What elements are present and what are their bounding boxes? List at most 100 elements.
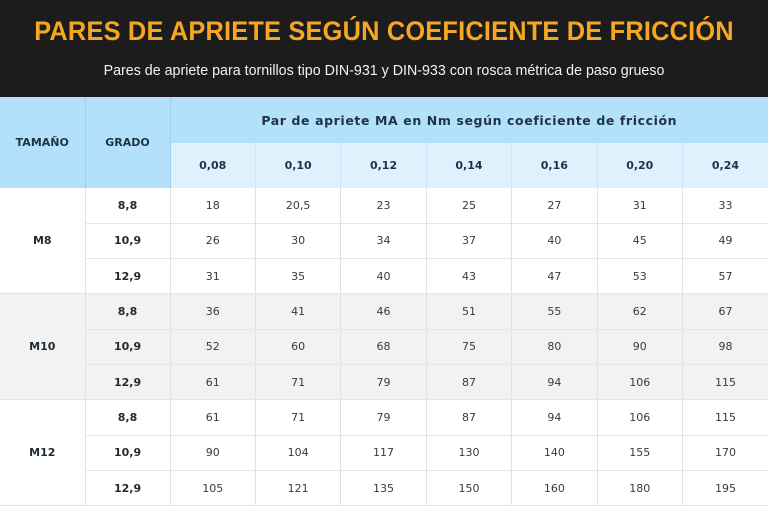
- grade-cell: 10,9: [85, 435, 171, 471]
- torque-value-cell: 34: [340, 223, 427, 260]
- torque-value-cell: 18: [170, 188, 256, 224]
- torque-value-cell: 46: [340, 293, 427, 330]
- header-grade: GRADO: [85, 97, 171, 188]
- torque-value-cell: 135: [340, 470, 427, 506]
- title-banner: PARES DE APRIETE SEGÚN COEFICIENTE DE FR…: [0, 0, 768, 97]
- torque-value-cell: 51: [426, 293, 513, 330]
- torque-value-cell: 87: [426, 364, 513, 401]
- header-coef: 0,20: [597, 143, 683, 188]
- torque-value-cell: 115: [682, 364, 768, 401]
- torque-value-cell: 27: [511, 188, 598, 224]
- torque-value-cell: 67: [682, 293, 768, 330]
- torque-value-cell: 98: [682, 329, 768, 365]
- torque-value-cell: 155: [597, 435, 683, 471]
- grade-cell: 8,8: [85, 399, 171, 436]
- header-coef: 0,12: [340, 143, 427, 188]
- torque-value-cell: 47: [511, 258, 598, 295]
- header-coef: 0,10: [255, 143, 342, 188]
- torque-value-cell: 61: [170, 364, 256, 401]
- page-title: PARES DE APRIETE SEGÚN COEFICIENTE DE FR…: [34, 16, 734, 46]
- grade-cell: 10,9: [85, 329, 171, 365]
- torque-value-cell: 106: [597, 399, 683, 436]
- torque-value-cell: 52: [170, 329, 256, 365]
- torque-value-cell: 62: [597, 293, 683, 330]
- table-row: M12 8,8 61 71 79 87 94 106 115: [0, 399, 768, 506]
- torque-value-cell: 160: [511, 470, 598, 506]
- grade-cell: 10,9: [85, 223, 171, 260]
- header-coef: 0,16: [511, 143, 598, 188]
- torque-value-cell: 106: [597, 364, 683, 401]
- torque-value-cell: 75: [426, 329, 513, 365]
- torque-value-cell: 150: [426, 470, 513, 506]
- torque-value-cell: 23: [340, 188, 427, 224]
- table-row: 12,9 31 35 40 43 47 53 57: [0, 258, 768, 295]
- torque-value-cell: 80: [511, 329, 598, 365]
- torque-value-cell: 94: [511, 364, 598, 401]
- header-coef: 0,24: [682, 143, 768, 188]
- torque-value-cell: 79: [340, 364, 427, 401]
- torque-value-cell: 71: [255, 364, 342, 401]
- size-cell: M10: [0, 293, 86, 401]
- torque-value-cell: 40: [511, 223, 598, 260]
- table-row: 10,9 26 30 34 37 40 45 49: [0, 223, 768, 260]
- torque-value-cell: 31: [170, 258, 256, 295]
- grade-cell: 8,8: [85, 293, 171, 330]
- header-size: TAMAÑO: [0, 97, 86, 188]
- torque-value-cell: 31: [597, 188, 683, 224]
- torque-value-cell: 43: [426, 258, 513, 295]
- table-row: 12,9 61 71 79 87 94 106 115: [0, 364, 768, 401]
- table-body: M8 8,8 18 20,5 23 25 27 31 33 10,9 26 30 34 37 40 45 49 1…: [0, 188, 768, 506]
- torque-value-cell: 195: [682, 470, 768, 506]
- torque-value-cell: 57: [682, 258, 768, 295]
- torque-value-cell: 90: [597, 329, 683, 365]
- torque-value-cell: 37: [426, 223, 513, 260]
- torque-value-cell: 140: [511, 435, 598, 471]
- torque-value-cell: 115: [682, 399, 768, 436]
- header-coef: 0,14: [426, 143, 513, 188]
- torque-value-cell: 68: [340, 329, 427, 365]
- table-row: 12,9 105 121 135 150 160 180 195: [0, 470, 768, 506]
- torque-value-cell: 71: [255, 399, 342, 436]
- coefficient-row: 0,08 0,10 0,12 0,14 0,16 0,20 0,24: [0, 143, 768, 188]
- torque-value-cell: 26: [170, 223, 256, 260]
- torque-value-cell: 170: [682, 435, 768, 471]
- torque-value-cell: 55: [511, 293, 598, 330]
- torque-value-cell: 90: [170, 435, 256, 471]
- page-subtitle: Pares de apriete para tornillos tipo DIN…: [103, 62, 665, 79]
- table-row: 10,9 90 104 117 130 140 155 170: [0, 435, 768, 471]
- torque-value-cell: 25: [426, 188, 513, 224]
- torque-value-cell: 79: [340, 399, 427, 436]
- torque-value-cell: 41: [255, 293, 342, 330]
- torque-value-cell: 105: [170, 470, 256, 506]
- grade-cell: 12,9: [85, 470, 171, 506]
- torque-value-cell: 36: [170, 293, 256, 330]
- torque-value-cell: 40: [340, 258, 427, 295]
- grade-cell: 12,9: [85, 364, 171, 401]
- header-torque-group: Par de apriete MA en Nm según coeficient…: [170, 97, 768, 143]
- torque-value-cell: 20,5: [255, 188, 342, 224]
- grade-cell: 8,8: [85, 188, 171, 224]
- torque-value-cell: 180: [597, 470, 683, 506]
- torque-value-cell: 121: [255, 470, 342, 506]
- torque-value-cell: 104: [255, 435, 342, 471]
- size-cell: M12: [0, 399, 86, 506]
- header-coef: 0,08: [170, 143, 256, 188]
- size-cell: M8: [0, 188, 86, 295]
- torque-value-cell: 117: [340, 435, 427, 471]
- table-row: M10 8,8 36 41 46 51 55 62 67: [0, 293, 768, 401]
- torque-value-cell: 49: [682, 223, 768, 260]
- torque-table: TAMAÑO GRADO Par de apriete MA en Nm seg…: [0, 97, 768, 506]
- torque-value-cell: 61: [170, 399, 256, 436]
- torque-value-cell: 35: [255, 258, 342, 295]
- torque-value-cell: 53: [597, 258, 683, 295]
- torque-value-cell: 94: [511, 399, 598, 436]
- grade-cell: 12,9: [85, 258, 171, 295]
- table-row: M8 8,8 18 20,5 23 25 27 31 33: [0, 188, 768, 295]
- torque-value-cell: 60: [255, 329, 342, 365]
- torque-value-cell: 30: [255, 223, 342, 260]
- torque-value-cell: 130: [426, 435, 513, 471]
- torque-value-cell: 87: [426, 399, 513, 436]
- header-row: TAMAÑO GRADO Par de apriete MA en Nm seg…: [0, 97, 768, 188]
- table-row: 10,9 52 60 68 75 80 90 98: [0, 329, 768, 365]
- torque-value-cell: 33: [682, 188, 768, 224]
